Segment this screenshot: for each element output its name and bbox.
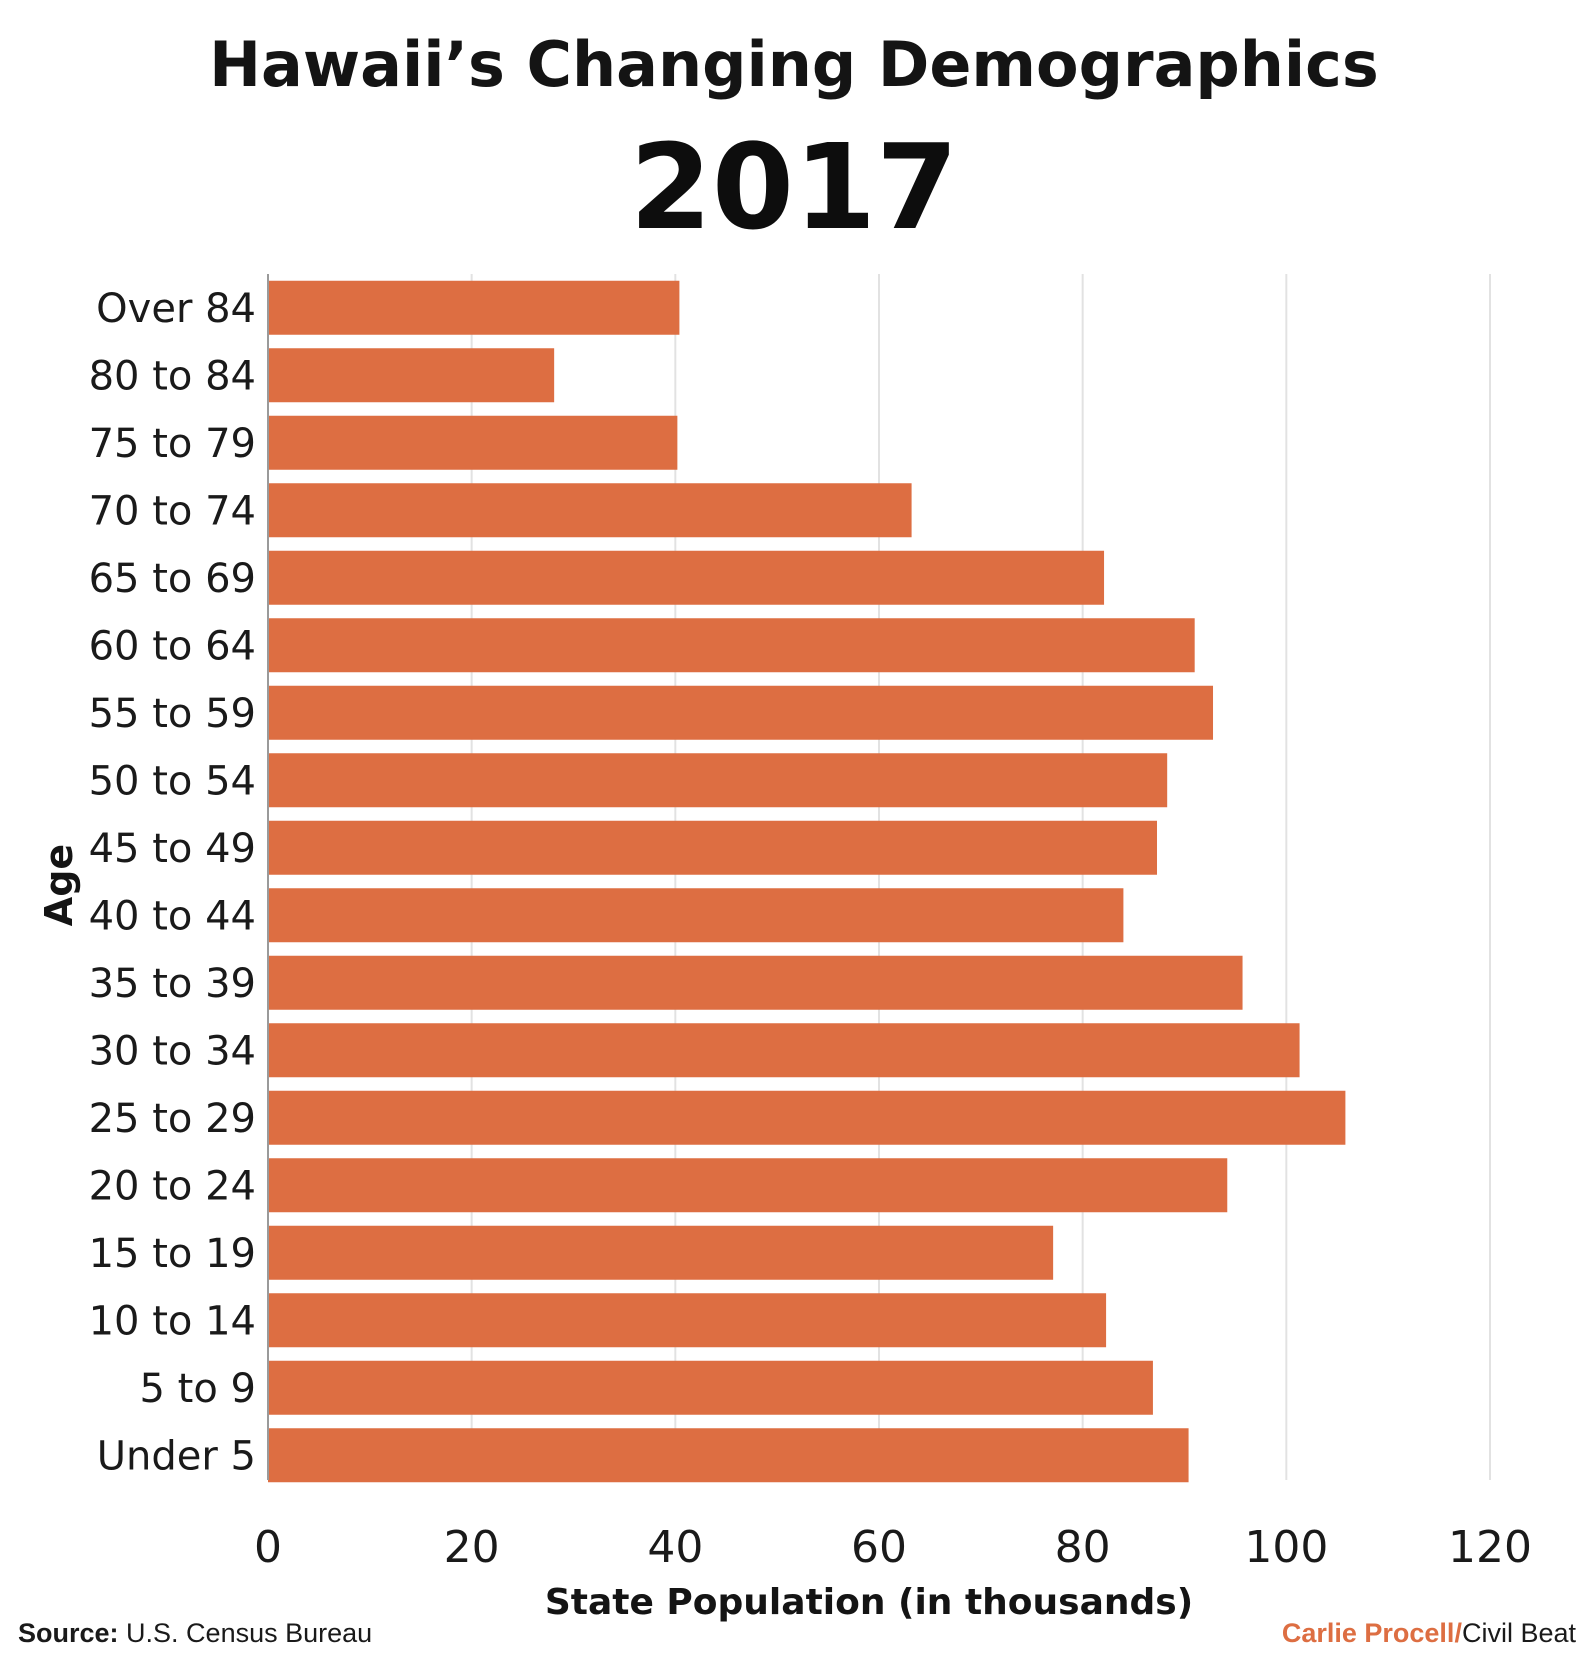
- category-label: 5 to 9: [140, 1366, 256, 1412]
- bar: [268, 820, 1158, 875]
- credit-author: Carlie Procell: [1281, 1618, 1455, 1648]
- bar: [268, 1293, 1107, 1348]
- x-tick-label: 120: [1448, 1522, 1532, 1573]
- bar: [268, 1428, 1189, 1483]
- category-label: 40 to 44: [89, 893, 256, 939]
- x-tick-label: 20: [444, 1522, 500, 1573]
- bar: [268, 685, 1214, 740]
- credit-note: Carlie Procell/Civil Beat: [1282, 1618, 1576, 1649]
- category-label: 65 to 69: [89, 556, 256, 602]
- x-tick-label: 60: [851, 1522, 907, 1573]
- category-label: 80 to 84: [89, 353, 256, 399]
- chart-title: Hawaii’s Changing Demographics: [209, 28, 1379, 101]
- bar: [268, 1023, 1300, 1078]
- category-label: 20 to 24: [89, 1163, 256, 1209]
- category-label: Over 84: [96, 286, 256, 332]
- source-label: Source:: [18, 1618, 119, 1648]
- bar: [268, 618, 1195, 673]
- bar: [268, 753, 1168, 808]
- credit-separator: /: [1454, 1618, 1462, 1648]
- bar: [268, 550, 1105, 605]
- x-tick-label: 40: [647, 1522, 703, 1573]
- chart-subtitle: 2017: [629, 118, 959, 256]
- category-label: 55 to 59: [89, 691, 256, 737]
- category-label: 30 to 34: [89, 1028, 256, 1074]
- x-axis-label: State Population (in thousands): [545, 1582, 1193, 1623]
- x-tick-label: 100: [1244, 1522, 1328, 1573]
- bar: [268, 1360, 1153, 1415]
- source-text: U.S. Census Bureau: [126, 1618, 373, 1648]
- category-label: Under 5: [97, 1433, 256, 1479]
- bar: [268, 888, 1124, 943]
- category-label: 25 to 29: [89, 1096, 256, 1142]
- category-label: 45 to 49: [89, 826, 256, 872]
- category-label: 10 to 14: [89, 1298, 256, 1344]
- category-label: 60 to 64: [89, 623, 256, 669]
- x-tick-label: 0: [254, 1522, 282, 1573]
- source-note: Source: U.S. Census Bureau: [18, 1618, 372, 1649]
- y-axis-label: Age: [37, 844, 81, 926]
- bar: [268, 348, 555, 403]
- bar: [268, 1225, 1054, 1280]
- bar: [268, 1158, 1228, 1213]
- bar: [268, 415, 678, 470]
- bar: [268, 280, 680, 335]
- credit-org: Civil Beat: [1461, 1618, 1576, 1648]
- category-label: 15 to 19: [89, 1231, 256, 1277]
- category-label: 70 to 74: [89, 488, 256, 534]
- category-label: 50 to 54: [89, 758, 256, 804]
- x-tick-label: 80: [1055, 1522, 1111, 1573]
- bar: [268, 955, 1243, 1010]
- bar: [268, 483, 912, 538]
- category-label: 75 to 79: [89, 421, 256, 467]
- bar: [268, 1090, 1346, 1145]
- category-label: 35 to 39: [89, 961, 256, 1007]
